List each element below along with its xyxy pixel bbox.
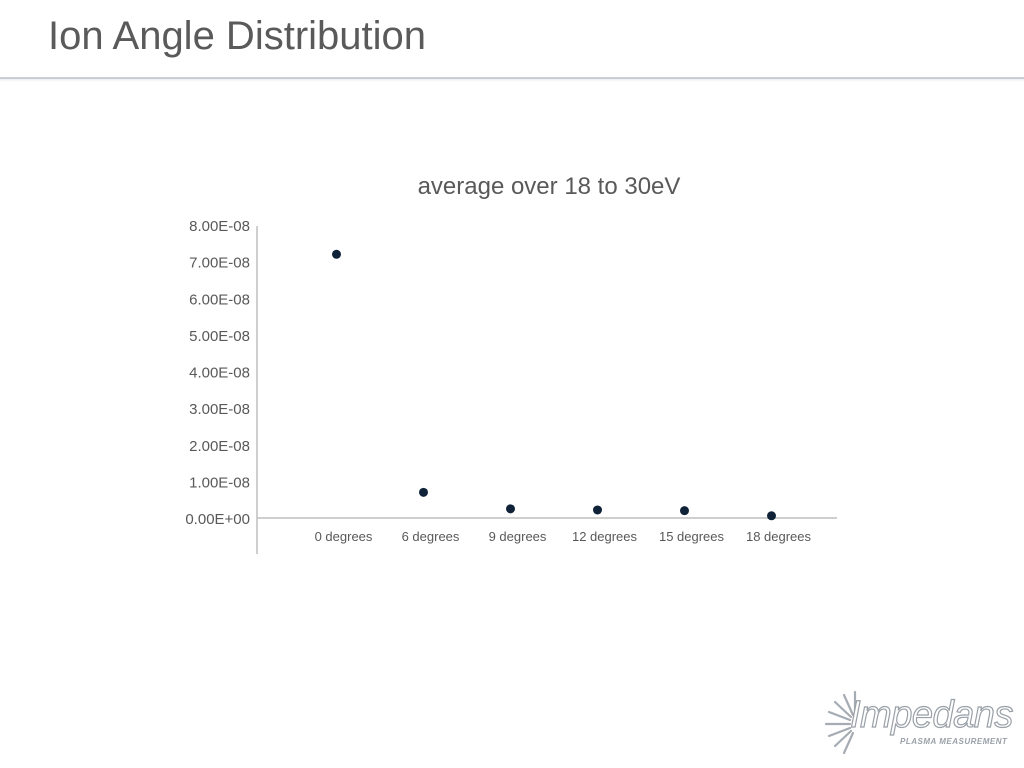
chart-title: average over 18 to 30eV (418, 173, 681, 200)
x-tick-label: 9 degrees (489, 529, 547, 544)
y-tick-label: 3.00E-08 (189, 401, 250, 418)
x-tick-label: 12 degrees (572, 529, 638, 544)
data-point (593, 505, 602, 515)
slide-title: Ion Angle Distribution (48, 14, 427, 58)
data-point (332, 249, 341, 259)
x-tick-label: 18 degrees (746, 529, 812, 544)
logo-rays-icon (824, 690, 857, 755)
y-tick-label: 7.00E-08 (189, 255, 250, 272)
y-tick-label: 0.00E+00 (185, 511, 250, 528)
title-divider (0, 77, 1024, 79)
x-tick-label: 0 degrees (315, 529, 373, 544)
logo-wordmark: Impedans (849, 693, 1014, 736)
x-tick-label: 6 degrees (402, 529, 460, 544)
data-point (506, 504, 515, 514)
data-point (680, 506, 689, 516)
y-axis-ticks: 0.00E+00 1.00E-08 2.00E-08 3.00E-08 4.00E-08… (185, 218, 250, 528)
x-tick-label: 15 degrees (659, 529, 725, 544)
y-tick-label: 1.00E-08 (189, 474, 250, 491)
data-point (767, 511, 776, 521)
title-divider-shadow (0, 79, 1024, 82)
y-tick-label: 6.00E-08 (189, 291, 250, 308)
y-tick-label: 4.00E-08 (189, 365, 250, 382)
logo-tagline: PLASMA MEASUREMENT (900, 737, 1008, 746)
y-tick-label: 8.00E-08 (189, 218, 250, 235)
data-point (419, 487, 428, 497)
impedans-logo: Impedans PLASMA MEASUREMENT (820, 688, 1020, 758)
x-axis-ticks: 0 degrees 6 degrees 9 degrees 12 degrees 15 … (315, 529, 812, 544)
y-tick-label: 5.00E-08 (189, 328, 250, 345)
y-tick-label: 2.00E-08 (189, 438, 250, 455)
data-points (332, 249, 776, 521)
